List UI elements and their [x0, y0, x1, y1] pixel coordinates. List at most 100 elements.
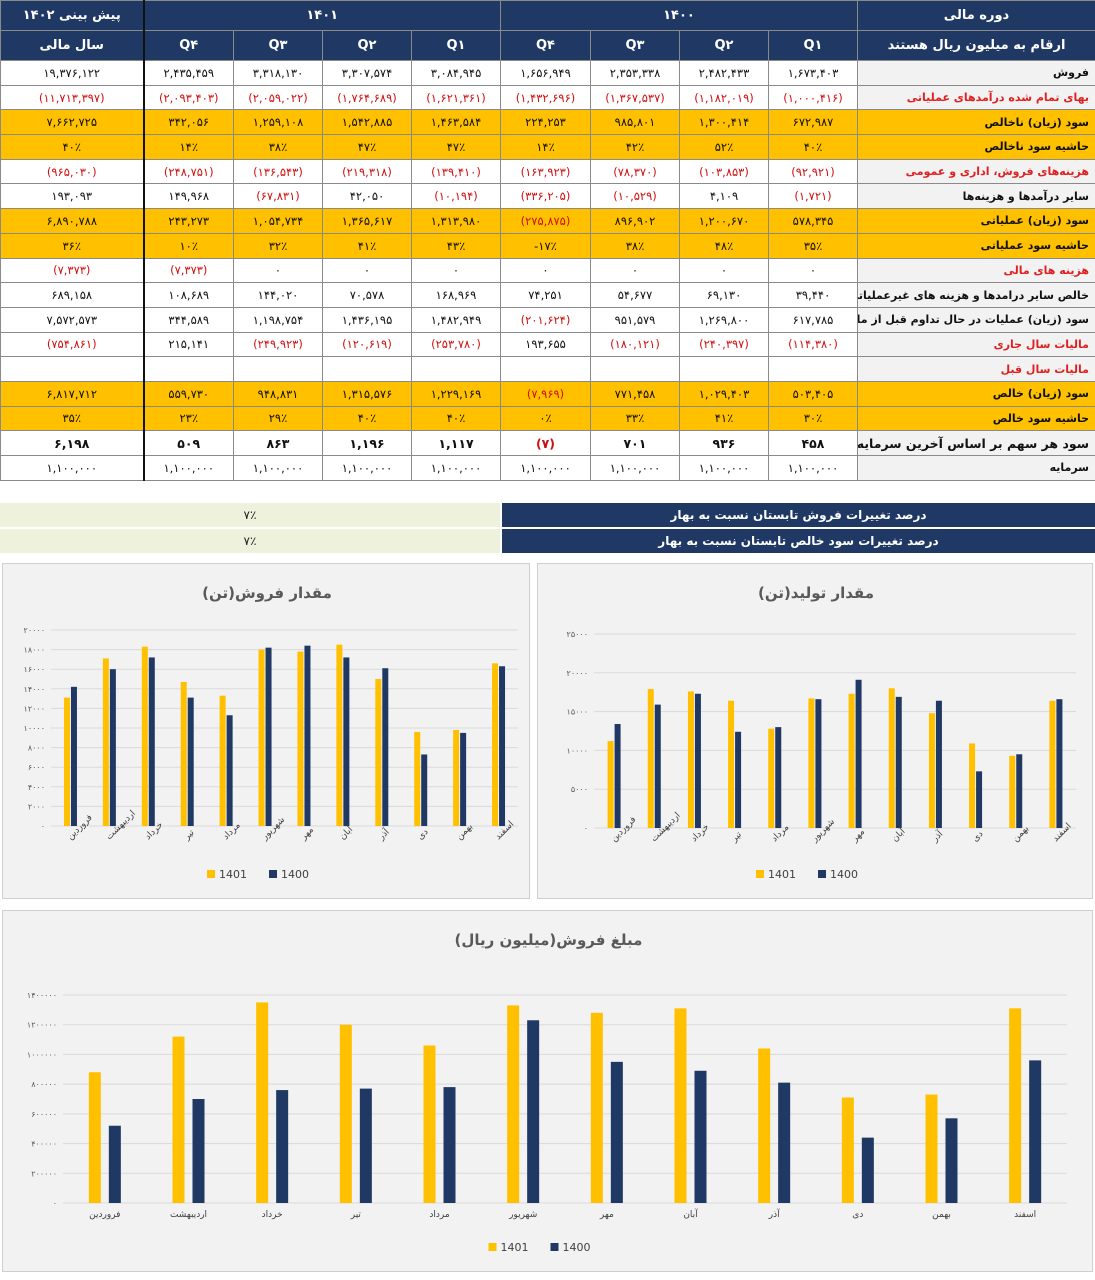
table-cell: (۱,۷۲۱)	[768, 183, 858, 210]
table-cell: (۲۴۰,۳۹۷)	[679, 331, 769, 358]
table-cell: ۶,۸۱۷,۷۱۲	[0, 380, 144, 407]
x-category-label: تیر	[350, 1210, 362, 1220]
production-quantity-chart: مقدار تولید(تن) ۰ ۵۰۰۰ ۱۰۰۰۰ ۱۵۰۰۰ ۲۰۰۰۰ ۲۵۰۰۰…	[537, 563, 1093, 899]
x-category-label: مهر	[298, 825, 316, 843]
bar-1400-0	[70, 686, 77, 826]
bar-1400-3	[735, 731, 742, 828]
x-category-label: اردیبهشت	[104, 809, 137, 842]
table-cell: ۶۱۷,۷۸۵	[768, 306, 858, 333]
table-cell: ۱۴۹,۹۶۸	[142, 183, 234, 210]
table-cell: ۱,۰۲۹,۴۰۳	[679, 380, 769, 407]
row-label: حاشیه سود عملیاتی	[857, 232, 1095, 259]
table-cell: (۲۰۱,۶۲۴)	[500, 306, 591, 333]
table-cell: ۱۹,۳۷۶,۱۲۲	[0, 60, 144, 86]
x-category-label: دی	[852, 1210, 863, 1220]
x-category-label: اردیبهشت	[649, 811, 682, 844]
table-cell: ۲,۳۵۳,۳۳۸	[590, 60, 680, 86]
row-label: فروش	[857, 60, 1095, 86]
y-tick-label: ۱۵۰۰۰	[567, 708, 588, 717]
row-label: سرمایه	[857, 455, 1095, 481]
table-cell: ۴۰٪	[322, 405, 412, 432]
bar-1400-2	[276, 1090, 289, 1203]
x-category-label: مهر	[849, 827, 867, 845]
bar-1400-6	[304, 645, 311, 826]
legend-label-1401: 1401	[501, 1241, 529, 1254]
table-cell: ۳۴۲,۰۵۶	[142, 109, 234, 136]
bar-1401-0	[63, 697, 70, 826]
bar-1400-5	[527, 1020, 540, 1203]
table-cell: ۹۵۱,۵۷۹	[590, 306, 680, 333]
table-cell: (۲۴۹,۹۲۳)	[233, 331, 323, 358]
table-row: ۳۵٪ ۲۳٪ ۲۹٪ ۴۰٪ ۴۰٪ ۰٪ ۳۳٪ ۴۱٪ ۳۰٪ حاشیه سود خالص	[0, 405, 1095, 432]
header-row-periods: پیش بینی ۱۴۰۲ ۱۴۰۱ ۱۴۰۰ دوره مالی	[0, 0, 1095, 31]
table-cell: ۱,۲۰۰,۶۷۰	[679, 208, 769, 234]
table-row: ۳۶٪ ۱۰٪ ۳۲٪ ۴۱٪ ۴۳٪ -۱۷٪ ۳۸٪ ۴۸٪ ۳۵٪ حاشیه سود عم…	[0, 232, 1095, 259]
bar-1401-7	[674, 1008, 687, 1203]
table-row: ۶,۸۹۰,۷۸۸ ۲۴۳,۲۷۳ ۱,۰۵۴,۷۳۴ ۱,۳۶۵,۶۱۷ ۱,۳۱۳,…	[0, 208, 1095, 234]
table-cell: ۱,۰۵۴,۷۳۴	[233, 208, 323, 234]
bar-1400-5	[815, 699, 822, 828]
legend-swatch-1400	[269, 870, 277, 878]
bar-1400-3	[359, 1088, 372, 1203]
table-cell: ۳,۳۰۷,۵۷۴	[322, 60, 412, 86]
bar-1400-11	[499, 666, 506, 826]
bar-1401-9	[841, 1097, 854, 1203]
table-cell: (۲۴۸,۷۵۱)	[142, 158, 234, 185]
table-cell: ۱۰۸,۶۸۹	[142, 282, 234, 308]
table-cell: (۷۸,۳۷۰)	[590, 158, 680, 185]
table-cell: ۱,۶۷۳,۴۰۳	[768, 60, 858, 86]
header-cell: Q۴	[500, 30, 591, 61]
row-label: سود (زیان) عملیاتی	[857, 208, 1095, 234]
bar-1401-1	[102, 658, 109, 826]
bar-1401-5	[507, 1005, 520, 1203]
table-cell: ۱۶۸,۹۶۹	[411, 282, 501, 308]
table-cell: ۵۰۳,۴۰۵	[768, 380, 858, 407]
bar-1401-10	[453, 729, 460, 826]
table-row: (۱۱,۷۱۳,۳۹۷) (۲,۰۹۳,۴۰۳) (۲,۰۵۹,۰۲۲) (۱,۷۶۴…	[0, 84, 1095, 111]
table-cell: ۳,۳۱۸,۱۳۰	[233, 60, 323, 86]
y-tick-label: ۱۴۰۰۰۰۰	[27, 991, 57, 1000]
y-tick-label: ۱۴۰۰۰	[24, 685, 45, 694]
bar-1400-2	[148, 657, 155, 826]
table-cell: (۱۱۴,۳۸۰)	[768, 331, 858, 358]
chart-title: مقدار فروش(تن)	[202, 584, 332, 602]
table-cell: ۸۹۶,۹۰۲	[590, 208, 680, 234]
table-cell: ۴۰٪	[768, 134, 858, 160]
y-tick-label: ۶۰۰۰	[28, 763, 45, 772]
y-tick-label: ۱۰۰۰۰	[24, 724, 45, 733]
table-cell: ۹۴۸,۸۳۱	[233, 380, 323, 407]
bar-1400-10	[945, 1118, 958, 1203]
profit-change-row: ۷٪ درصد تغییرات سود خالص تابستان نسبت به…	[0, 529, 1095, 553]
y-tick-label: ۱۶۰۰۰	[24, 665, 45, 674]
table-cell: ۴۵۸	[768, 430, 858, 456]
bar-1400-4	[226, 715, 233, 826]
table-cell: (۳۳۶,۲۰۵)	[500, 183, 591, 210]
table-cell: (۱,۱۸۲,۰۱۹)	[679, 84, 769, 111]
table-cell: ۳۵٪	[768, 232, 858, 259]
table-row: ۴۰٪ ۱۴٪ ۳۸٪ ۴۷٪ ۴۷٪ ۱۴٪ ۴۲٪ ۵۲٪ ۴۰٪ حاشیه سود ناخ…	[0, 134, 1095, 160]
bar-1400-3	[187, 697, 194, 826]
row-label: مالیات سال جاری	[857, 331, 1095, 358]
bar-1400-5	[265, 647, 272, 826]
legend-swatch-1400	[818, 870, 826, 878]
table-cell: ۰	[679, 257, 769, 284]
table-cell: ۵۴,۶۷۷	[590, 282, 680, 308]
row-label: هزینه های مالی	[857, 257, 1095, 284]
x-category-label: دی	[416, 827, 431, 842]
table-cell: ۴۱٪	[679, 405, 769, 432]
header-year-1401: ۱۴۰۱	[142, 0, 501, 31]
header-cell: ارقام به میلیون ریال هستند	[857, 30, 1095, 61]
table-cell: ۱,۱۰۰,۰۰۰	[768, 455, 858, 481]
profit-change-value: ۷٪	[0, 529, 500, 553]
y-tick-label: ۵۰۰۰	[571, 785, 588, 794]
table-cell	[590, 356, 680, 382]
table-cell: ۶,۸۹۰,۷۸۸	[0, 208, 144, 234]
legend-swatch-1401	[488, 1243, 497, 1251]
row-label: هزینه‌های فروش، اداری و عمومی	[857, 158, 1095, 185]
x-category-label: شهریور	[508, 1210, 537, 1220]
table-cell: ۰	[500, 257, 591, 284]
x-category-label: بهمن	[932, 1210, 951, 1220]
table-row: ۶۸۹,۱۵۸ ۱۰۸,۶۸۹ ۱۴۴,۰۲۰ ۷۰,۵۷۸ ۱۶۸,۹۶۹ ۷۴,۲۵۱…	[0, 282, 1095, 308]
bar-1401-10	[1009, 755, 1016, 828]
table-cell: (۲۱۹,۳۱۸)	[322, 158, 412, 185]
